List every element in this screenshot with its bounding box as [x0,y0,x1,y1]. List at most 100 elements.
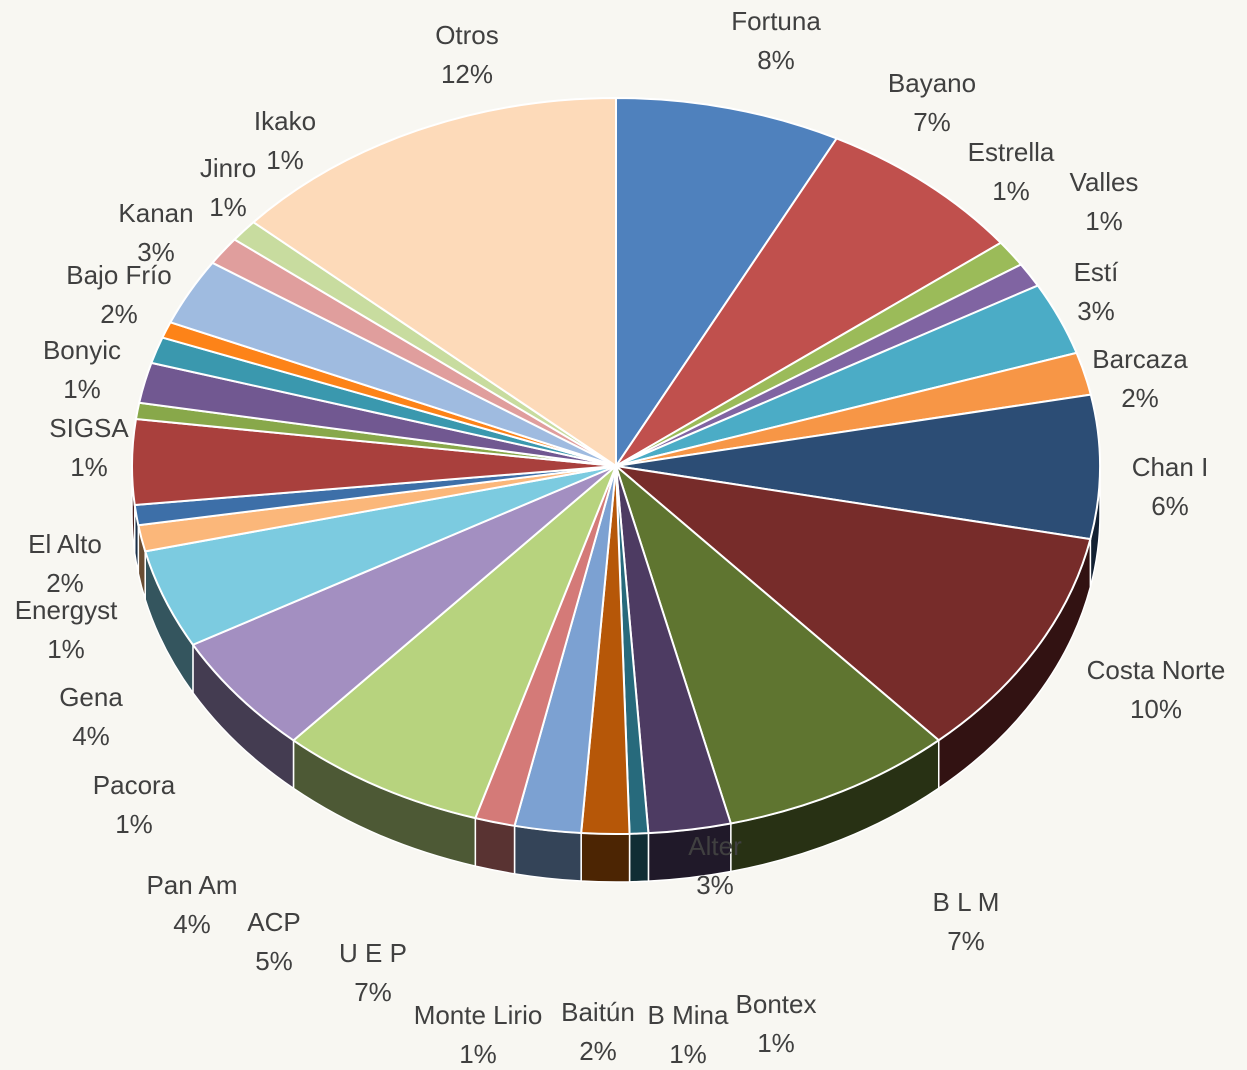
data-label-percent: 1% [757,1028,795,1058]
data-label-pan-am: Pan Am 4% [146,870,237,939]
data-label-name: Valles [1070,167,1139,197]
data-label-percent: 1% [459,1039,497,1069]
data-label-name: ACP [247,907,300,937]
pie-top-layer [131,97,1101,835]
data-label-el-alto: El Alto 2% [28,529,102,598]
data-label-name: Barcaza [1092,344,1188,374]
data-label-fortuna: Fortuna 8% [731,6,821,75]
data-label-percent: 3% [696,870,734,900]
data-label-barcaza: Barcaza 2% [1092,344,1188,413]
data-label-name: Alter [688,831,742,861]
data-label-bontex: Bontex 1% [736,989,817,1058]
data-label-u-e-p: U E P 7% [339,938,407,1007]
data-label-acp: ACP 5% [247,907,300,976]
data-label-name: Bonyic [43,335,121,365]
data-label-name: Ikako [254,106,316,136]
data-label-bayano: Bayano 7% [888,68,976,137]
data-label-bonyic: Bonyic 1% [43,335,121,404]
data-label-name: Bajo Frío [66,260,172,290]
data-label-name: B L M [933,887,1000,917]
data-label-name: Monte Lirio [414,1000,543,1030]
data-label-percent: 3% [137,237,175,267]
data-label-percent: 2% [1121,383,1159,413]
pie-slice-b-l-m [615,465,940,825]
data-label-name: El Alto [28,529,102,559]
data-label-percent: 1% [669,1039,707,1069]
data-label-name: SIGSA [49,413,129,443]
data-label-baitun: Baitún 2% [561,997,635,1066]
data-label-name: Otros [435,20,499,50]
pie-side-baitun [513,824,582,882]
data-label-name: Pacora [93,770,176,800]
data-label-percent: 6% [1151,491,1189,521]
data-label-valles: Valles 1% [1070,167,1139,236]
data-label-percent: 1% [266,145,304,175]
data-label-name: Chan I [1132,452,1209,482]
data-label-percent: 1% [1085,206,1123,236]
data-label-otros: Otros 12% [435,20,499,89]
data-label-percent: 2% [579,1036,617,1066]
data-label-b-l-m: B L M 7% [933,887,1000,956]
data-label-name: U E P [339,938,407,968]
pie-slice-costa-norte [615,465,1092,742]
data-label-name: Fortuna [731,6,821,36]
pie-depth-layer [131,465,1101,883]
pie-side-bontex [628,832,650,883]
data-label-jinro: Jinro 1% [200,153,256,222]
data-label-percent: 1% [209,192,247,222]
data-label-pacora: Pacora 1% [93,770,176,839]
data-label-monte-lirio: Monte Lirio 1% [414,1000,543,1069]
data-label-name: Pan Am [146,870,237,900]
pie-slice-fortuna [615,97,838,467]
data-label-percent: 1% [992,176,1030,206]
data-label-ikako: Ikako 1% [254,106,316,175]
data-label-name: Estí [1074,257,1120,287]
data-label-name: Costa Norte [1087,655,1226,685]
pie-slice-otros [252,97,617,467]
data-label-percent: 1% [70,452,108,482]
data-label-percent: 7% [947,926,985,956]
data-label-gena: Gena 4% [59,682,123,751]
data-label-percent: 2% [46,568,84,598]
data-label-name: Gena [59,682,123,712]
data-label-name: Jinro [200,153,256,183]
data-label-esti: Estí 3% [1074,257,1120,326]
data-label-kanan: Kanan 3% [118,198,193,267]
data-label-percent: 8% [757,45,795,75]
data-label-percent: 4% [72,721,110,751]
data-label-chan-i: Chan I 6% [1132,452,1209,521]
data-label-bajo-frio: Bajo Frío 2% [66,260,172,329]
pie-side-monte-lirio [474,817,516,875]
data-label-percent: 1% [47,634,85,664]
data-label-percent: 1% [115,809,153,839]
data-label-name: Baitún [561,997,635,1027]
data-label-energyst: Energyst 1% [15,595,118,664]
data-label-percent: 7% [913,107,951,137]
pie-slice-u-e-p [292,465,617,820]
pie-slice-chan-i [615,393,1101,541]
data-label-name: Kanan [118,198,193,228]
data-label-percent: 12% [441,59,493,89]
data-label-percent: 2% [100,299,138,329]
data-label-percent: 1% [63,374,101,404]
data-label-name: B Mina [648,1000,729,1030]
data-label-b-mina: B Mina 1% [648,1000,729,1069]
data-label-estrella: Estrella 1% [968,137,1055,206]
data-label-sigsa: SIGSA 1% [49,413,129,482]
data-label-percent: 7% [354,977,392,1007]
data-label-percent: 4% [173,909,211,939]
pie-slice-bayano [615,137,1002,467]
pie-side-b-mina [580,832,631,883]
data-label-costa-norte: Costa Norte 10% [1087,655,1226,724]
data-label-name: Estrella [968,137,1055,167]
data-label-name: Bayano [888,68,976,98]
data-label-name: Energyst [15,595,118,625]
data-label-name: Bontex [736,989,817,1019]
data-label-percent: 3% [1077,296,1115,326]
pie-slice-acp [191,465,617,742]
data-label-percent: 5% [255,946,293,976]
data-label-percent: 10% [1130,694,1182,724]
data-label-alter: Alter 3% [688,831,742,900]
